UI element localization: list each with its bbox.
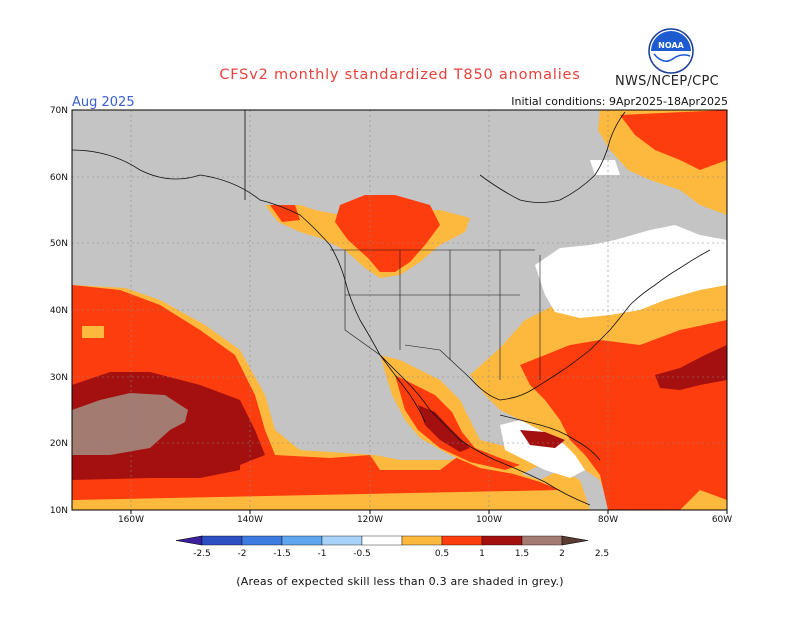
colorbar-segment xyxy=(201,535,243,546)
lon-label: 120W xyxy=(357,515,383,525)
colorbar-segment xyxy=(361,535,403,546)
colorbar: -2.5 -2 -1.5 -1 -0.5 0.5 1 1.5 2 2.5 xyxy=(175,535,609,559)
initial-conditions-label: Initial conditions: 9Apr2025-18Apr2025 xyxy=(511,95,728,108)
lon-label: 100W xyxy=(476,515,502,525)
anomaly-region-westcanada-red xyxy=(270,195,440,272)
colorbar-segment xyxy=(481,535,523,546)
anomaly-region-east-neutral xyxy=(535,225,727,318)
lon-label: 160W xyxy=(118,515,144,525)
borders xyxy=(330,249,541,380)
anomaly-region-atlantic-red xyxy=(520,320,727,510)
anomaly-region-baja-orange xyxy=(380,355,540,475)
colorbar-segment xyxy=(281,535,323,546)
noaa-logo: NOAA xyxy=(648,28,694,74)
anomaly-region-atlantic-darkred xyxy=(655,345,727,390)
lat-label: 10N xyxy=(50,506,68,516)
colorbar-tick-label: 1.5 xyxy=(515,549,529,559)
valid-month-label: Aug 2025 xyxy=(72,95,135,110)
lat-label: 60N xyxy=(50,173,68,183)
lon-label: 140W xyxy=(237,515,263,525)
coastlines xyxy=(72,110,711,506)
lat-label: 30N xyxy=(50,373,68,383)
colorbar-segment xyxy=(241,535,283,546)
colorbar-tick-label: -0.5 xyxy=(353,549,371,559)
lat-label: 50N xyxy=(50,239,68,249)
anomaly-spot-orange xyxy=(82,326,104,338)
colorbar-tick-label: -1.5 xyxy=(273,549,291,559)
anomaly-region-caribbean-darkred xyxy=(520,430,565,448)
lon-label: 60W xyxy=(712,515,732,525)
anomaly-region-pacific-brown xyxy=(72,393,188,455)
lat-label: 40N xyxy=(50,306,68,316)
lat-label: 70N xyxy=(50,106,68,116)
colorbar-arrow-high xyxy=(561,535,589,546)
colorbar-tick-label: -2.5 xyxy=(193,549,211,559)
map-frame xyxy=(71,109,728,511)
colorbar-segment xyxy=(321,535,363,546)
anomaly-region-north-red xyxy=(620,110,727,170)
colorbar-tick-label: 0.5 xyxy=(435,549,449,559)
svg-text:NOAA: NOAA xyxy=(658,41,684,50)
colorbar-tick-label: 2 xyxy=(559,549,565,559)
map-title: CFSv2 monthly standardized T850 anomalie… xyxy=(219,67,581,83)
anomaly-region-hudson-white xyxy=(590,160,620,175)
colorbar-tick-label: 2.5 xyxy=(595,549,609,559)
graticule xyxy=(72,110,727,510)
colorbar-segment xyxy=(441,535,483,546)
lon-label: 80W xyxy=(598,515,618,525)
skill-footnote: (Areas of expected skill less than 0.3 a… xyxy=(236,575,564,588)
agency-label: NWS/NCEP/CPC xyxy=(615,74,720,89)
anomaly-region-baja-darkred xyxy=(418,405,470,452)
colorbar-tick-label: -2 xyxy=(238,549,247,559)
colorbar-tick-label: -1 xyxy=(318,549,327,559)
anomaly-region-baja-red xyxy=(395,375,520,470)
colorbar-tick-label: 1 xyxy=(479,549,485,559)
colorbar-arrow-low xyxy=(175,535,203,546)
lat-label: 20N xyxy=(50,439,68,449)
colorbar-segment xyxy=(401,535,443,546)
colorbar-segment xyxy=(521,535,563,546)
longitude-axis: 160W 140W 120W 100W 80W 60W xyxy=(118,510,732,525)
anomaly-region-caribbean-neutral xyxy=(500,420,585,478)
latitude-axis: 70N 60N 50N 40N 30N 20N 10N xyxy=(50,106,68,516)
